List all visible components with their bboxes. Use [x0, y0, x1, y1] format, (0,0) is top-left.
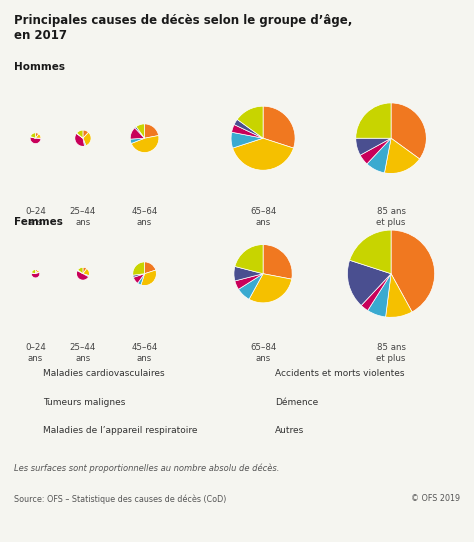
Wedge shape: [36, 138, 41, 139]
Wedge shape: [130, 128, 145, 139]
Wedge shape: [36, 133, 39, 138]
Wedge shape: [83, 138, 86, 146]
Wedge shape: [235, 274, 263, 289]
Wedge shape: [232, 125, 263, 138]
Text: 85 ans
et plus: 85 ans et plus: [376, 343, 406, 363]
Text: Autres: Autres: [275, 426, 304, 435]
Wedge shape: [391, 230, 435, 312]
Wedge shape: [249, 274, 292, 303]
Wedge shape: [78, 267, 83, 274]
Wedge shape: [31, 273, 36, 274]
Wedge shape: [133, 274, 145, 278]
Wedge shape: [131, 136, 159, 152]
Wedge shape: [368, 274, 391, 317]
Wedge shape: [133, 274, 145, 283]
Wedge shape: [36, 270, 39, 274]
Wedge shape: [356, 138, 391, 155]
Wedge shape: [347, 260, 391, 306]
Wedge shape: [234, 119, 263, 138]
Wedge shape: [237, 106, 263, 138]
Text: © OFS 2019: © OFS 2019: [410, 494, 460, 504]
Wedge shape: [234, 267, 263, 281]
Wedge shape: [391, 103, 426, 159]
Wedge shape: [136, 124, 145, 138]
Text: Maladies de l’appareil respiratoire: Maladies de l’appareil respiratoire: [43, 426, 197, 435]
Wedge shape: [145, 124, 159, 138]
Wedge shape: [83, 268, 90, 276]
Wedge shape: [356, 103, 391, 138]
Text: Hommes: Hommes: [14, 62, 65, 72]
Wedge shape: [77, 270, 83, 274]
Text: 65–84
ans: 65–84 ans: [250, 343, 276, 363]
Wedge shape: [367, 138, 391, 173]
Text: Tumeurs malignes: Tumeurs malignes: [43, 398, 125, 406]
Text: Femmes: Femmes: [14, 217, 63, 227]
Wedge shape: [263, 106, 295, 148]
Wedge shape: [36, 272, 39, 274]
Wedge shape: [133, 262, 145, 275]
Text: 65–84
ans: 65–84 ans: [250, 207, 276, 227]
Wedge shape: [83, 267, 87, 274]
Wedge shape: [30, 137, 41, 144]
Text: Principales causes de décès selon le groupe d’âge,
en 2017: Principales causes de décès selon le gro…: [14, 14, 353, 42]
Wedge shape: [83, 274, 89, 277]
Wedge shape: [77, 130, 83, 138]
Wedge shape: [145, 262, 156, 274]
Text: 45–64
ans: 45–64 ans: [131, 343, 158, 363]
Wedge shape: [141, 270, 156, 286]
Text: 45–64
ans: 45–64 ans: [131, 207, 158, 227]
Wedge shape: [36, 134, 41, 138]
Text: Maladies cardiovasculaires: Maladies cardiovasculaires: [43, 370, 164, 378]
Wedge shape: [235, 244, 263, 274]
Wedge shape: [31, 273, 40, 278]
Wedge shape: [384, 138, 419, 173]
Wedge shape: [130, 138, 145, 144]
Text: Démence: Démence: [275, 398, 318, 406]
Wedge shape: [361, 274, 391, 311]
Wedge shape: [83, 132, 91, 146]
Wedge shape: [135, 127, 145, 138]
Wedge shape: [360, 138, 391, 164]
Text: 25–44
ans: 25–44 ans: [70, 207, 96, 227]
Text: 0–24
ans: 0–24 ans: [25, 207, 46, 227]
Wedge shape: [30, 137, 36, 138]
Text: 25–44
ans: 25–44 ans: [70, 343, 96, 363]
Text: 85 ans
et plus: 85 ans et plus: [376, 207, 406, 227]
Wedge shape: [231, 132, 263, 148]
Wedge shape: [83, 130, 89, 138]
Wedge shape: [75, 133, 84, 146]
Wedge shape: [263, 244, 292, 279]
Wedge shape: [233, 138, 293, 170]
Wedge shape: [76, 270, 89, 280]
Wedge shape: [385, 274, 412, 317]
Wedge shape: [350, 230, 391, 274]
Wedge shape: [137, 274, 145, 285]
Text: Les surfaces sont proportionnelles au nombre absolu de décès.: Les surfaces sont proportionnelles au no…: [14, 463, 280, 473]
Wedge shape: [31, 269, 36, 274]
Wedge shape: [30, 133, 36, 138]
Wedge shape: [76, 133, 83, 138]
Text: Source: OFS – Statistique des causes de décès (CoD): Source: OFS – Statistique des causes de …: [14, 494, 227, 504]
Wedge shape: [36, 269, 37, 274]
Text: 0–24
ans: 0–24 ans: [25, 343, 46, 363]
Wedge shape: [238, 274, 263, 299]
Text: Accidents et morts violentes: Accidents et morts violentes: [275, 370, 404, 378]
